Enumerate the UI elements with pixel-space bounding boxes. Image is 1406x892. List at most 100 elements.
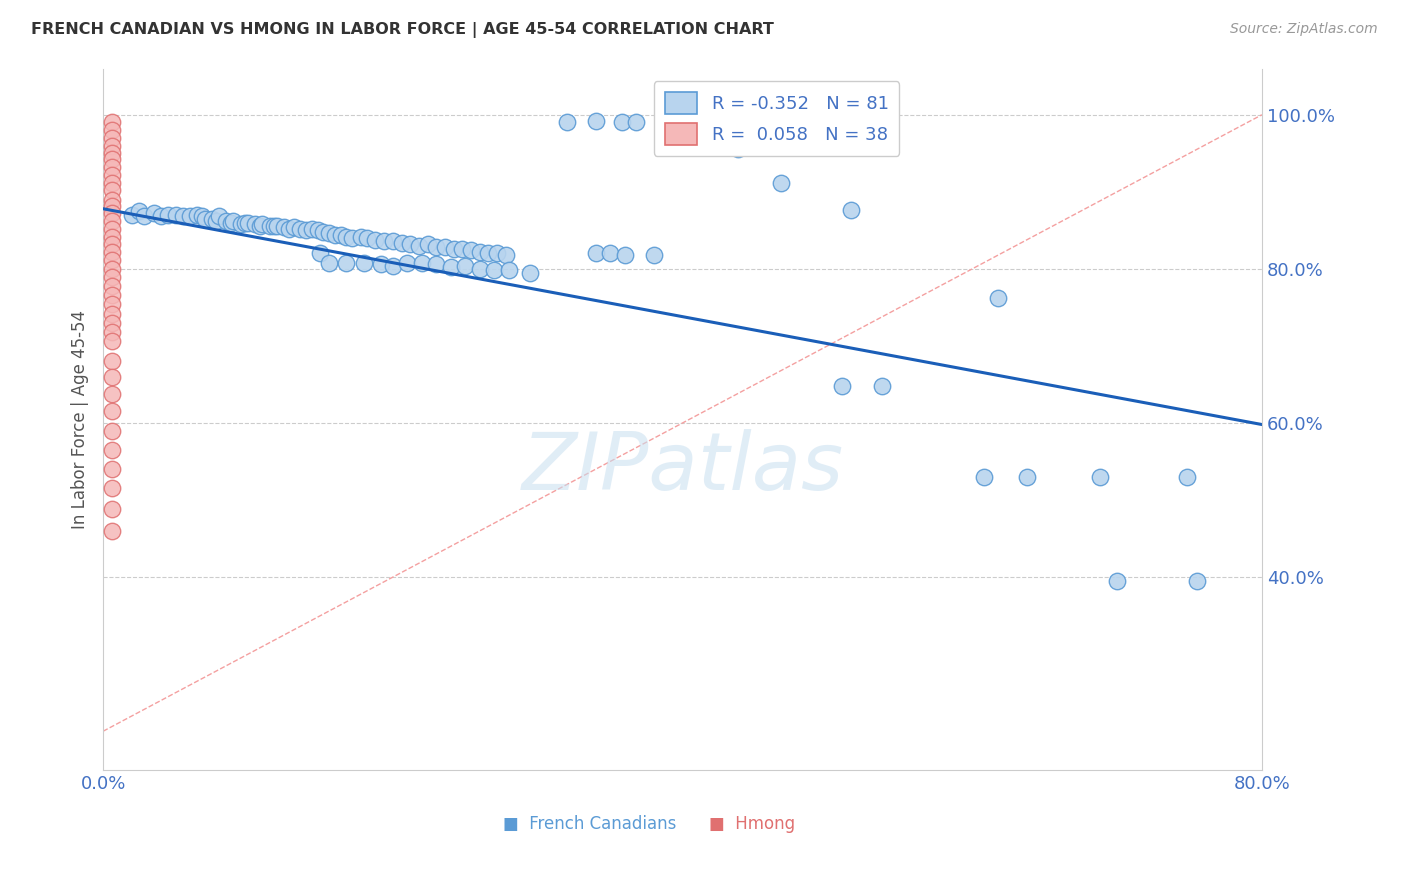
Text: Source: ZipAtlas.com: Source: ZipAtlas.com (1230, 22, 1378, 37)
Point (101, 237, 124, 252)
Point (498, 263, 520, 277)
Text: ZIPatlas: ZIPatlas (522, 429, 844, 508)
Point (399, 237, 422, 252)
Point (451, 242, 474, 256)
Point (555, 115, 578, 129)
Point (249, 219, 271, 233)
Point (101, 334, 124, 349)
Point (370, 257, 392, 271)
Point (1088, 470, 1111, 484)
Point (101, 307, 124, 321)
Point (727, 143, 749, 157)
Point (101, 386, 124, 401)
Point (408, 239, 430, 253)
Point (381, 259, 404, 273)
Point (219, 216, 242, 230)
Point (425, 257, 447, 271)
Point (101, 176, 124, 190)
Point (350, 229, 373, 244)
Point (101, 193, 124, 207)
Point (301, 222, 323, 236)
Y-axis label: In Labor Force | Age 45-54: In Labor Force | Age 45-54 (72, 310, 89, 529)
Point (132, 210, 155, 224)
Point (101, 269, 124, 284)
Point (101, 403, 124, 417)
Point (101, 288, 124, 302)
Point (179, 210, 201, 224)
Point (233, 216, 256, 230)
Point (101, 115, 124, 129)
Point (101, 297, 124, 311)
Point (101, 278, 124, 293)
Point (373, 234, 395, 248)
Point (201, 211, 224, 226)
Point (101, 252, 124, 267)
Point (411, 256, 433, 270)
Point (643, 248, 665, 262)
Point (101, 482, 124, 496)
Point (150, 210, 173, 224)
Point (1105, 574, 1128, 588)
Point (266, 219, 288, 233)
Point (101, 123, 124, 137)
Point (142, 206, 165, 220)
Text: FRENCH CANADIAN VS HMONG IN LABOR FORCE | AGE 45-54 CORRELATION CHART: FRENCH CANADIAN VS HMONG IN LABOR FORCE … (31, 22, 773, 38)
Point (193, 211, 215, 226)
Point (416, 237, 439, 252)
Point (1017, 470, 1039, 484)
Point (128, 204, 150, 219)
Point (353, 256, 375, 270)
Point (101, 261, 124, 276)
Text: ■  Hmong: ■ Hmong (709, 815, 796, 833)
Point (101, 222, 124, 236)
Point (391, 235, 413, 250)
Point (101, 168, 124, 182)
Point (101, 502, 124, 516)
Point (101, 138, 124, 153)
Point (101, 183, 124, 197)
Point (312, 225, 335, 239)
Point (433, 240, 456, 254)
Point (277, 222, 299, 236)
Point (205, 214, 228, 228)
Point (186, 208, 208, 222)
Point (486, 246, 509, 260)
Point (610, 115, 633, 129)
Point (318, 256, 340, 270)
Point (252, 217, 274, 231)
Point (259, 219, 281, 234)
Point (121, 208, 143, 222)
Point (101, 424, 124, 438)
Point (172, 210, 194, 224)
Point (769, 176, 792, 190)
Point (101, 244, 124, 259)
Point (245, 217, 267, 231)
Point (323, 227, 346, 242)
Point (283, 220, 305, 235)
Point (101, 442, 124, 457)
Point (585, 114, 607, 128)
Point (101, 462, 124, 476)
Point (599, 246, 621, 260)
Point (101, 146, 124, 161)
Point (165, 208, 187, 222)
Point (364, 233, 387, 247)
Point (222, 214, 245, 228)
Point (425, 240, 447, 254)
Point (190, 210, 212, 224)
Point (329, 227, 352, 242)
Point (309, 246, 332, 260)
Point (273, 220, 295, 235)
Point (263, 219, 285, 233)
Point (440, 260, 463, 275)
Point (468, 261, 491, 276)
Point (307, 223, 329, 237)
Point (335, 256, 357, 270)
Point (872, 379, 894, 393)
Point (101, 354, 124, 368)
Point (460, 244, 482, 258)
Point (519, 267, 541, 281)
Point (288, 222, 311, 236)
Point (208, 210, 231, 224)
Point (613, 248, 636, 262)
